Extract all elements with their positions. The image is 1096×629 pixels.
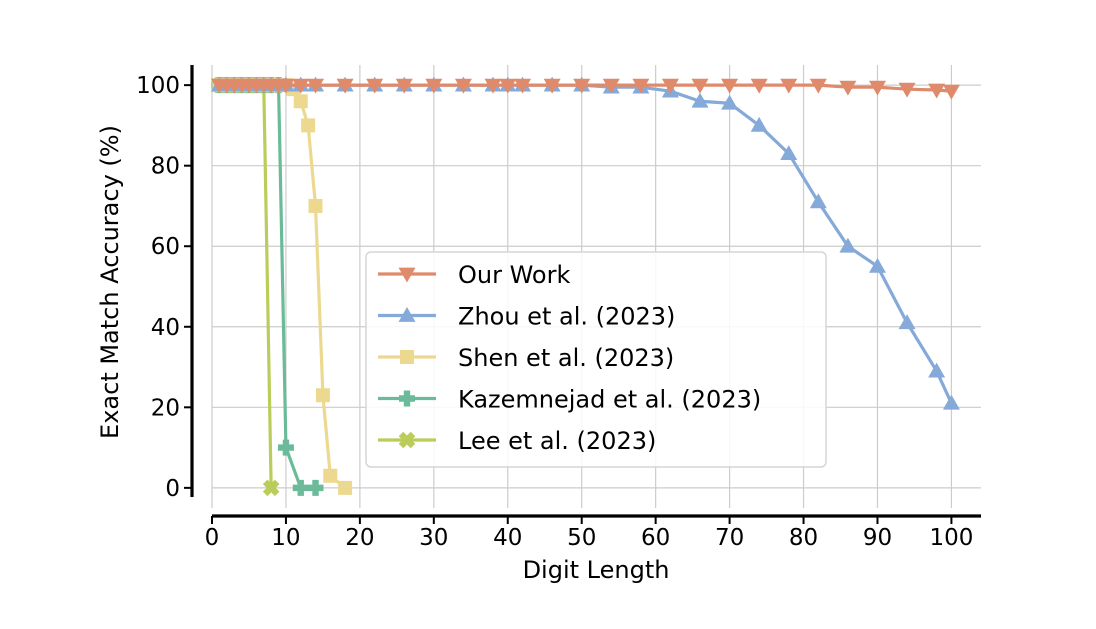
data-point [262, 479, 280, 497]
data-point [301, 118, 316, 133]
data-point [661, 78, 679, 94]
legend-item: Kazemnejad et al. (2023) [378, 386, 761, 414]
legend-item: Shen et al. (2023) [378, 344, 674, 372]
y-tick-label: 100 [136, 73, 180, 99]
y-tick-label: 20 [151, 395, 180, 421]
legend-marker [399, 390, 415, 407]
legend-label: Lee et al. (2023) [458, 427, 656, 455]
data-point [898, 82, 916, 98]
x-tick-label: 70 [715, 525, 744, 551]
data-point [454, 78, 472, 94]
data-point [942, 394, 960, 410]
data-point [315, 388, 330, 403]
series-4 [211, 76, 280, 497]
data-point [425, 78, 443, 94]
x-tick-label: 0 [205, 525, 220, 551]
x-axis-label: Digit Length [523, 556, 670, 584]
data-point [293, 94, 308, 109]
y-tick-label: 40 [151, 315, 180, 341]
legend-label: Zhou et al. (2023) [458, 303, 675, 331]
y-tick-label: 60 [151, 234, 180, 260]
data-point [750, 78, 768, 94]
legend-item: Lee et al. (2023) [378, 427, 656, 455]
legend: Our Work Zhou et al. (2023) Shen et al. (2… [365, 251, 827, 468]
data-point [307, 479, 324, 496]
data-point [780, 78, 798, 94]
data-point [366, 78, 384, 94]
data-point [338, 480, 353, 495]
x-tick-label: 60 [641, 525, 670, 551]
data-point [839, 80, 857, 96]
legend-item: Zhou et al. (2023) [378, 303, 675, 331]
legend-label: Kazemnejad et al. (2023) [458, 386, 761, 414]
legend-label: Shen et al. (2023) [458, 344, 674, 372]
data-point [323, 468, 338, 483]
data-point [780, 145, 798, 160]
data-point [928, 83, 946, 99]
x-tick-label: 100 [929, 525, 973, 551]
data-point [691, 78, 709, 94]
data-point [809, 78, 827, 94]
data-point [750, 116, 768, 132]
x-tick-label: 50 [567, 525, 596, 551]
axes: 0 10 20 30 40 50 60 70 80 90 100 0 20 40 60 80 100 [136, 65, 981, 551]
data-point [868, 257, 886, 273]
y-axis-label: Exact Match Accuracy (%) [96, 125, 124, 439]
data-point [942, 84, 960, 100]
data-point [928, 362, 946, 378]
legend-item: Our Work [378, 261, 570, 289]
data-point [292, 78, 310, 94]
legend-box [365, 251, 827, 468]
data-point [307, 78, 325, 94]
data-point [277, 439, 294, 456]
legend-marker [400, 350, 414, 364]
data-point [573, 78, 591, 94]
legend-marker [398, 431, 416, 449]
data-point [868, 80, 886, 96]
data-point [484, 78, 502, 94]
legend-marker [398, 267, 416, 283]
series-line [219, 83, 273, 488]
data-point [336, 78, 354, 94]
data-point [395, 78, 413, 94]
x-tick-label: 40 [493, 525, 522, 551]
series-0 [210, 78, 960, 100]
data-point [543, 78, 561, 94]
y-tick-label: 0 [165, 476, 180, 502]
legend-marker [398, 307, 416, 322]
y-tick-label: 80 [151, 154, 180, 180]
data-point [898, 314, 916, 330]
data-point [308, 198, 323, 213]
x-tick-label: 80 [789, 525, 818, 551]
data-point [691, 92, 709, 108]
x-tick-label: 10 [271, 525, 300, 551]
x-tick-label: 90 [863, 525, 892, 551]
data-point [809, 193, 827, 209]
data-point [602, 78, 620, 94]
legend-label: Our Work [458, 261, 570, 289]
data-point [499, 78, 517, 94]
series-layer [210, 76, 960, 497]
data-point [292, 479, 309, 496]
data-point [514, 78, 532, 94]
data-point [721, 94, 739, 110]
data-point [839, 237, 857, 253]
x-tick-label: 30 [419, 525, 448, 551]
x-tick-label: 20 [345, 525, 374, 551]
data-point [721, 78, 739, 94]
data-point [632, 78, 650, 94]
data-point [277, 78, 295, 94]
